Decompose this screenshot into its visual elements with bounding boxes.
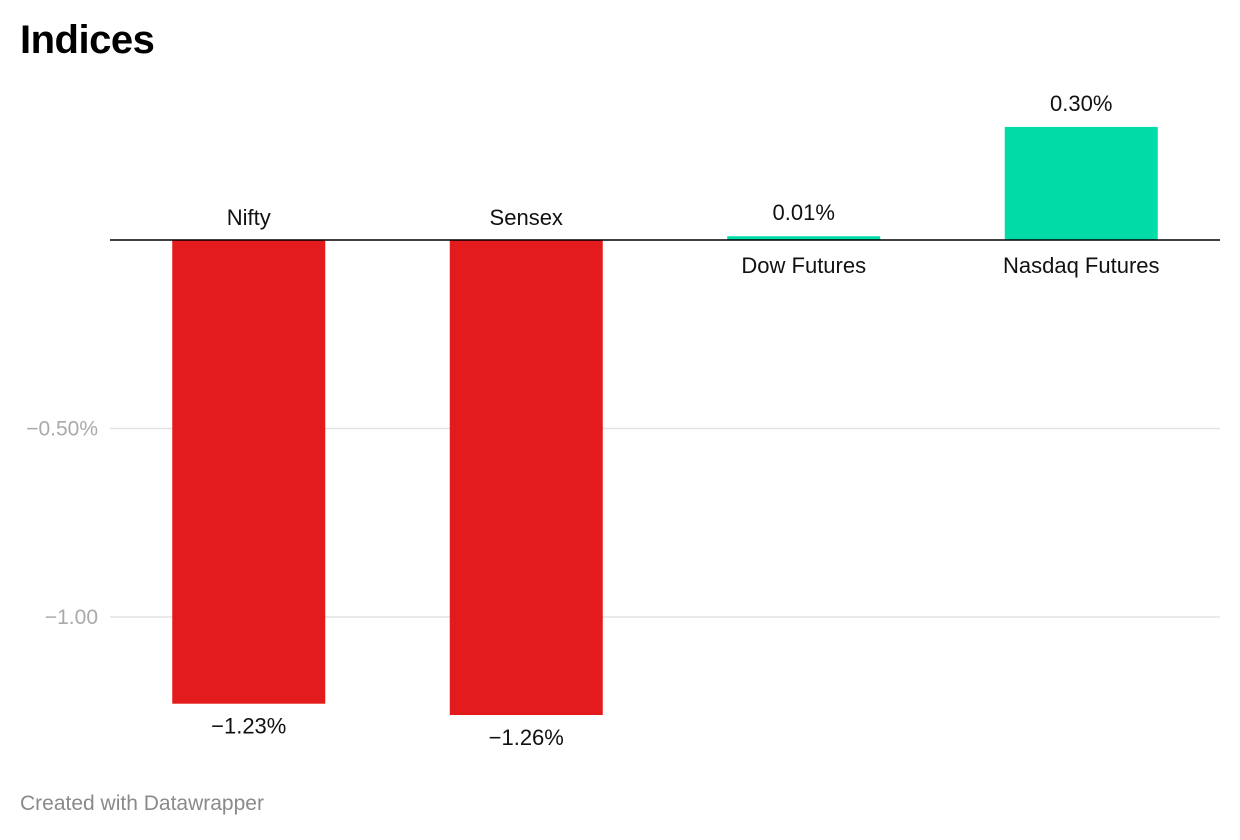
bar [1004,126,1158,240]
category-label: Nifty [227,205,271,230]
bars [172,126,1158,716]
category-label: Dow Futures [741,253,866,278]
data-label: −1.26% [489,725,564,750]
data-label: 0.01% [773,200,835,225]
y-tick-label: −0.50% [26,418,98,441]
data-label: 0.30% [1050,91,1112,116]
category-label: Nasdaq Futures [1003,253,1160,278]
data-label: −1.23% [211,714,286,739]
bar [172,240,326,704]
category-label: Sensex [490,205,563,230]
bar [727,236,881,240]
bar [449,240,603,716]
chart-title: Indices [20,18,155,62]
y-tick-label: −1.00 [45,606,98,629]
footer-credit: Created with Datawrapper [20,792,264,815]
labels: −0.50% −1.00 Nifty −1.23% Sensex −1.26% Dow Fu… [26,91,1159,750]
